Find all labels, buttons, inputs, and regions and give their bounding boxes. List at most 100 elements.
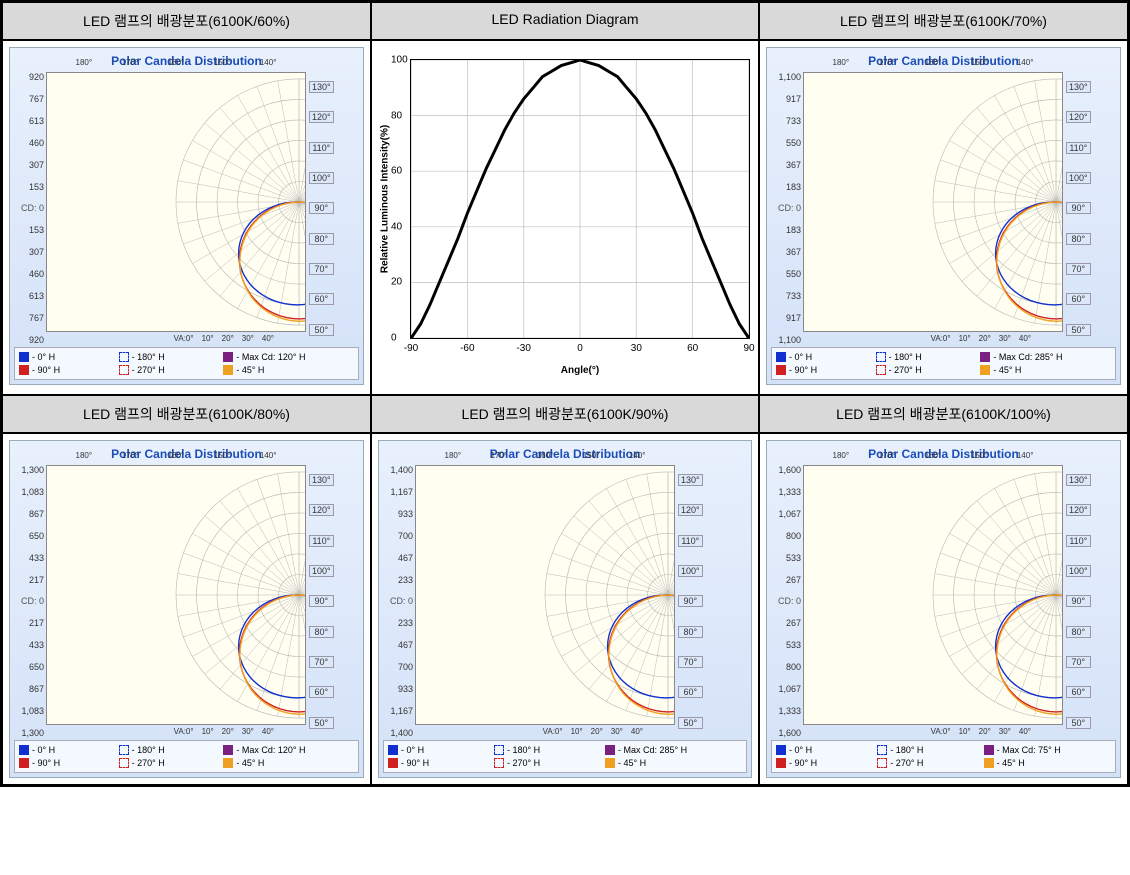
- legend-item: - 0° H: [776, 744, 867, 757]
- deg-label: 100°: [678, 565, 703, 577]
- legend-item: - 270° H: [119, 757, 214, 770]
- deg-label: 160°: [537, 451, 554, 460]
- ytick: 60: [391, 166, 402, 177]
- polar-panel: Polar Candela Distribution1,100917733550…: [759, 40, 1128, 395]
- legend-item: - 45° H: [984, 757, 1111, 770]
- deg-label: 150°: [214, 58, 231, 67]
- deg-label: 100°: [1066, 565, 1091, 577]
- deg-label: 40°: [631, 727, 643, 736]
- deg-label: 130°: [309, 81, 334, 93]
- legend: - 0° H- 180° H- Max Cd: 285° H- 90° H- 2…: [383, 740, 747, 773]
- panel-header: LED 램프의 배광분포(6100K/100%): [759, 395, 1128, 433]
- deg-label: 170°: [879, 451, 896, 460]
- deg-label: 100°: [309, 565, 334, 577]
- deg-label: 10°: [202, 334, 214, 343]
- bottom-degrees: VA:0°10°20°30°40°: [803, 332, 1063, 345]
- legend-item: - 180° H: [876, 351, 971, 364]
- deg-label: 50°: [678, 717, 703, 729]
- ytick: 0: [391, 333, 397, 344]
- ytick: 533: [771, 640, 801, 650]
- deg-label: 20°: [979, 334, 991, 343]
- deg-label: 20°: [979, 727, 991, 736]
- legend-item: - Max Cd: 285° H: [605, 744, 742, 757]
- legend-item: - 45° H: [605, 757, 742, 770]
- y-axis: 1,3001,083867650433217CD: 02174336508671…: [14, 465, 46, 738]
- deg-label: 180°: [445, 451, 462, 460]
- ytick: 917: [771, 94, 801, 104]
- ytick: 550: [771, 269, 801, 279]
- ytick: 367: [771, 247, 801, 257]
- ytick: 267: [771, 618, 801, 628]
- ytick: 1,100: [771, 72, 801, 82]
- deg-label: 140°: [1017, 451, 1034, 460]
- deg-label: 60°: [1066, 293, 1091, 305]
- deg-label: 40°: [262, 727, 274, 736]
- deg-label: 20°: [222, 727, 234, 736]
- deg-label: 120°: [678, 504, 703, 516]
- deg-label: 50°: [309, 717, 334, 729]
- legend-item: - 90° H: [776, 364, 866, 377]
- legend-item: - Max Cd: 285° H: [980, 351, 1111, 364]
- ytick: 1,333: [771, 487, 801, 497]
- ytick: 920: [14, 72, 44, 82]
- right-degrees: 130°120°110°100°90°80°70°60°50°: [675, 465, 703, 738]
- deg-label: 90°: [309, 202, 334, 214]
- ytick: 733: [771, 291, 801, 301]
- y-axis: 920767613460307153CD: 015330746061376792…: [14, 72, 46, 345]
- deg-label: 60°: [678, 686, 703, 698]
- polar-plot: [46, 465, 306, 725]
- y-axis: 1,4001,167933700467233CD: 02334677009331…: [383, 465, 415, 738]
- deg-label: 170°: [122, 58, 139, 67]
- deg-label: 50°: [309, 324, 334, 336]
- deg-label: 30°: [242, 727, 254, 736]
- ytick: 307: [14, 160, 44, 170]
- deg-label: 80°: [1066, 626, 1091, 638]
- ytick: 20: [391, 277, 402, 288]
- ytick: 1,100: [771, 335, 801, 345]
- deg-label: 120°: [1066, 504, 1091, 516]
- ytick: 460: [14, 269, 44, 279]
- deg-label: 50°: [1066, 717, 1091, 729]
- polar-panel: Polar Candela Distribution1,3001,0838676…: [2, 433, 371, 785]
- deg-label: 30°: [999, 334, 1011, 343]
- deg-label: 100°: [309, 172, 334, 184]
- ytick: 233: [383, 575, 413, 585]
- panel-header: LED 램프의 배광분포(6100K/80%): [2, 395, 371, 433]
- right-degrees: 130°120°110°100°90°80°70°60°50°: [306, 72, 334, 345]
- polar-plot: [803, 72, 1063, 332]
- deg-label: 110°: [309, 535, 334, 547]
- deg-label: 110°: [1066, 142, 1091, 154]
- ytick: 613: [14, 291, 44, 301]
- deg-label: 160°: [925, 451, 942, 460]
- deg-label: 80°: [1066, 233, 1091, 245]
- top-degrees: 180°170°160°150°140°: [803, 58, 1063, 67]
- deg-label: 140°: [1017, 58, 1034, 67]
- deg-label: 20°: [222, 334, 234, 343]
- ytick: 1,067: [771, 684, 801, 694]
- deg-label: 10°: [571, 727, 583, 736]
- top-degrees: 180°170°160°150°140°: [46, 58, 306, 67]
- ytick: 467: [383, 553, 413, 563]
- x-axis-label: Angle(°): [410, 365, 750, 376]
- deg-label: 160°: [925, 58, 942, 67]
- polar-panel: Polar Candela Distribution1,4001,1679337…: [371, 433, 759, 785]
- deg-label: 150°: [971, 451, 988, 460]
- panel-header: LED 램프의 배광분포(6100K/90%): [371, 395, 759, 433]
- deg-label: 180°: [833, 58, 850, 67]
- bottom-degrees: VA:0°10°20°30°40°: [46, 725, 306, 738]
- deg-label: 30°: [611, 727, 623, 736]
- deg-label: 90°: [1066, 595, 1091, 607]
- ytick: 767: [14, 313, 44, 323]
- deg-label: 70°: [1066, 656, 1091, 668]
- deg-label: 140°: [629, 451, 646, 460]
- deg-label: 80°: [678, 626, 703, 638]
- deg-label: 60°: [1066, 686, 1091, 698]
- xtick: 90: [743, 343, 754, 354]
- ytick: 1,083: [14, 487, 44, 497]
- ytick: 650: [14, 662, 44, 672]
- deg-label: 50°: [1066, 324, 1091, 336]
- ytick: 433: [14, 553, 44, 563]
- ytick: 1,600: [771, 728, 801, 738]
- xtick: -60: [460, 343, 474, 354]
- top-degrees: 180°170°160°150°140°: [46, 451, 306, 460]
